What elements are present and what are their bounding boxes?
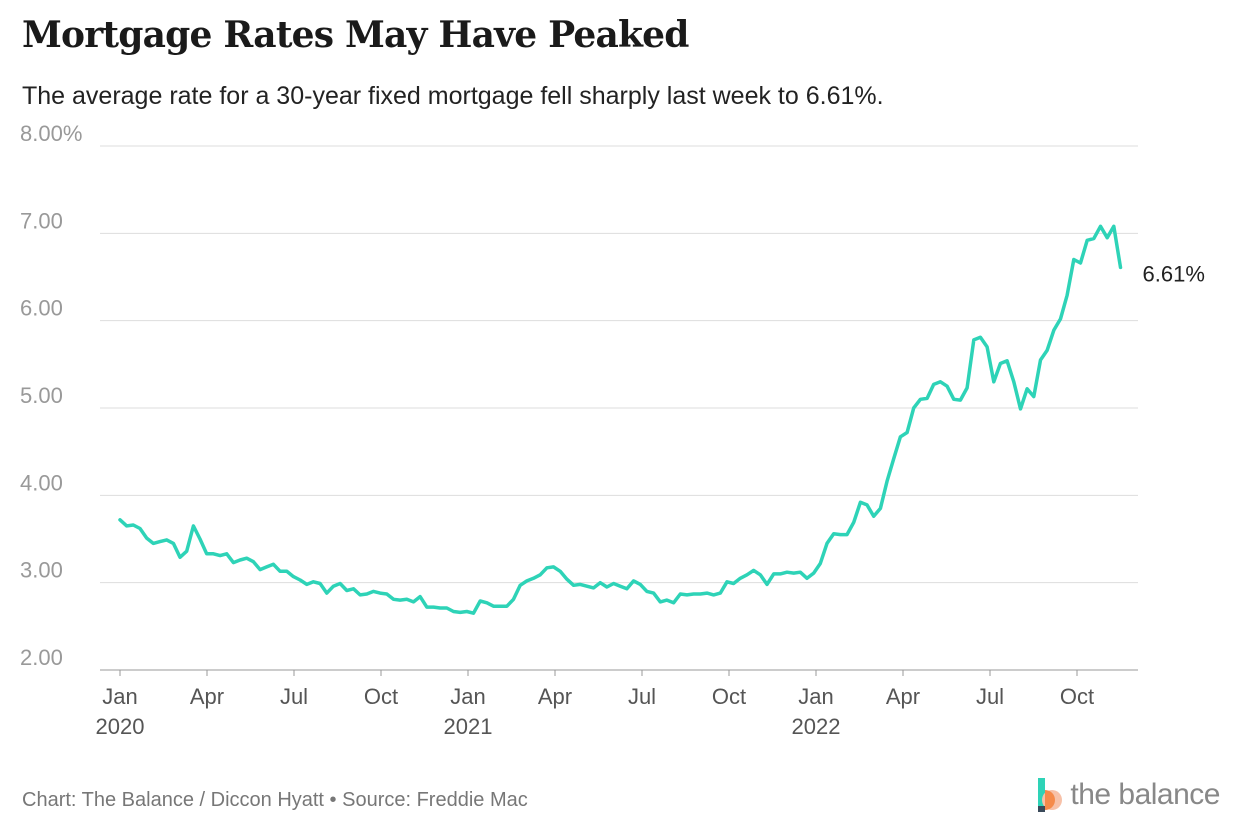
x-tick-label: Jan — [798, 684, 833, 709]
x-tick-label: Oct — [1060, 684, 1094, 709]
y-axis-ticks: 8.00% 7.00 6.00 5.00 4.00 3.00 2.00 — [20, 121, 82, 670]
y-tick-label: 5.00 — [20, 383, 63, 408]
x-tick-year-label: 2021 — [444, 714, 493, 739]
gridlines — [100, 145, 1138, 671]
x-tick-label: Apr — [190, 684, 224, 709]
y-tick-label: 8.00% — [20, 121, 82, 146]
y-tick-label: 3.00 — [20, 558, 63, 583]
brand-logo[interactable]: the balance — [1036, 778, 1220, 812]
brand-name: the balance — [1070, 778, 1220, 811]
y-tick-label: 4.00 — [20, 470, 63, 495]
chart-subtitle: The average rate for a 30-year fixed mor… — [22, 82, 884, 110]
x-tick-label: Apr — [538, 684, 572, 709]
end-value-label: 6.61% — [1143, 261, 1205, 286]
x-tick-label: Jul — [976, 684, 1004, 709]
series-layer: 6.61% — [118, 224, 1205, 615]
x-tick-label: Jan — [450, 684, 485, 709]
x-tick-label: Jul — [628, 684, 656, 709]
y-tick-label: 6.00 — [20, 296, 63, 321]
line-chart: 8.00% 7.00 6.00 5.00 4.00 3.00 2.00 Jan 2020 Apr… — [20, 121, 1205, 739]
x-tick-year-label: 2022 — [792, 714, 841, 739]
x-tick-label: Jul — [280, 684, 308, 709]
chart-title: Mortgage Rates May Have Peaked — [22, 14, 689, 56]
x-tick-year-label: 2020 — [96, 714, 145, 739]
the-balance-logo-icon — [1038, 778, 1063, 812]
source-credit: Chart: The Balance / Diccon Hyatt • Sour… — [22, 789, 528, 811]
y-tick-label: 7.00 — [20, 208, 63, 233]
x-tick-label: Apr — [886, 684, 920, 709]
y-tick-label: 2.00 — [20, 645, 63, 670]
x-axis-ticks: Jan 2020 Apr Jul Oct Jan 2021 Apr Jul Oct Jan 2022 A… — [96, 670, 1094, 739]
x-tick-label: Oct — [364, 684, 398, 709]
x-tick-label: Oct — [712, 684, 746, 709]
mortgage-rate-line — [118, 224, 1123, 615]
x-tick-label: Jan — [102, 684, 137, 709]
